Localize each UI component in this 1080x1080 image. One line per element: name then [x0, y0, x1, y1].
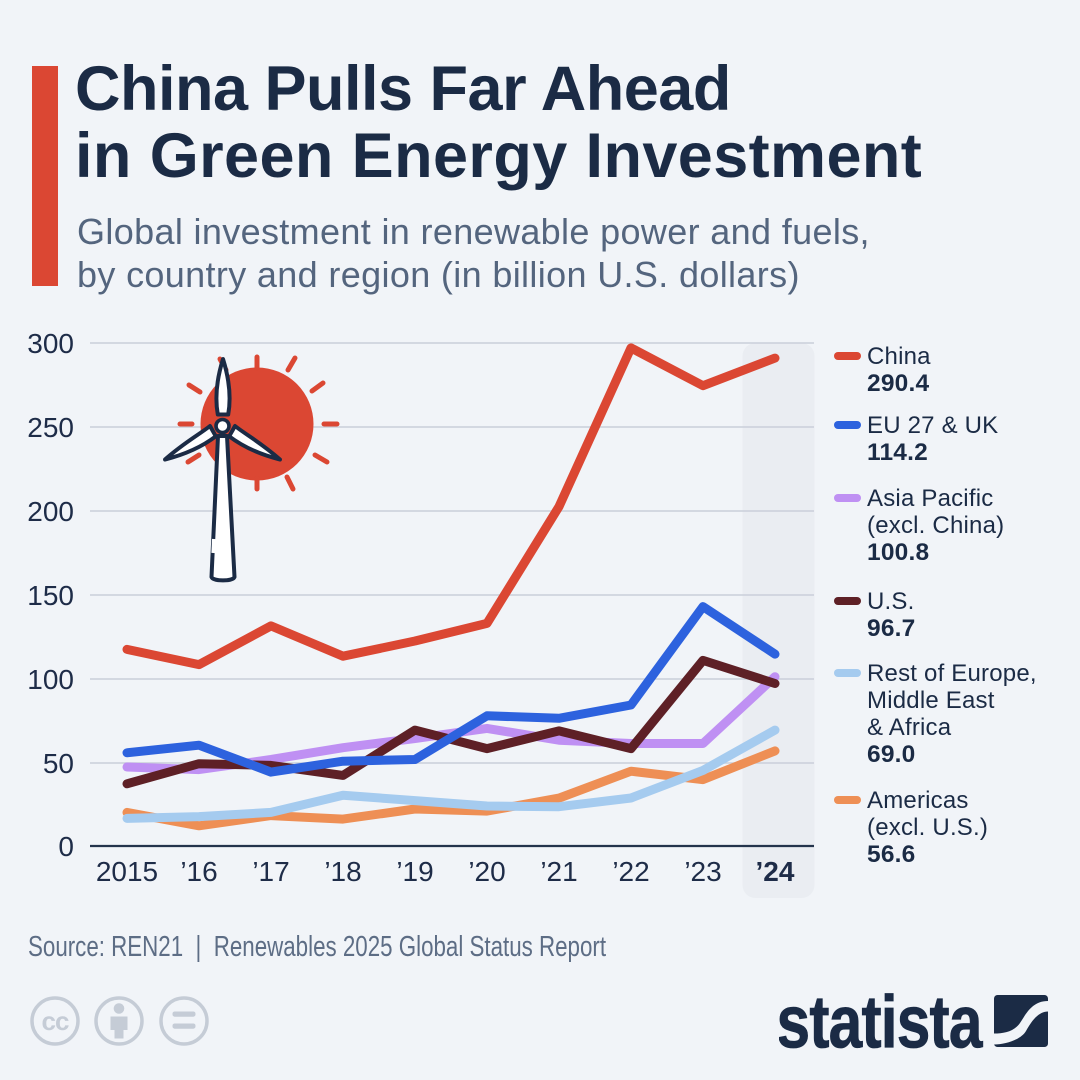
svg-text:100.8: 100.8	[867, 539, 929, 566]
svg-text:China: China	[867, 343, 931, 370]
svg-text:’19: ’19	[396, 856, 433, 887]
svg-text:Middle East: Middle East	[867, 687, 995, 714]
svg-text:Rest of Europe,: Rest of Europe,	[867, 660, 1037, 687]
svg-text:’23: ’23	[684, 856, 721, 887]
svg-text:& Africa: & Africa	[867, 714, 952, 741]
svg-text:’16: ’16	[180, 856, 217, 887]
svg-text:(excl. U.S.): (excl. U.S.)	[867, 814, 988, 841]
svg-text:EU 27 & UK: EU 27 & UK	[867, 412, 998, 439]
svg-text:Americas: Americas	[867, 787, 969, 814]
svg-text:150: 150	[27, 580, 74, 611]
svg-text:U.S.: U.S.	[867, 588, 914, 615]
svg-text:290.4: 290.4	[867, 370, 929, 397]
svg-text:114.2: 114.2	[867, 439, 928, 466]
svg-text:’18: ’18	[324, 856, 361, 887]
svg-text:200: 200	[27, 496, 74, 527]
svg-text:’22: ’22	[612, 856, 649, 887]
svg-text:2015: 2015	[96, 856, 158, 887]
svg-text:’20: ’20	[468, 856, 505, 887]
svg-text:96.7: 96.7	[867, 615, 915, 642]
svg-text:statista: statista	[779, 985, 983, 1055]
svg-text:50: 50	[43, 748, 74, 779]
svg-text:(excl. China): (excl. China)	[867, 512, 1004, 539]
svg-text:cc: cc	[42, 1006, 69, 1036]
svg-text:’21: ’21	[540, 856, 577, 887]
svg-text:Asia Pacific: Asia Pacific	[867, 485, 993, 512]
svg-text:’17: ’17	[252, 856, 289, 887]
svg-text:69.0: 69.0	[867, 741, 915, 768]
svg-text:56.6: 56.6	[867, 841, 915, 868]
svg-text:0: 0	[58, 831, 74, 862]
svg-text:250: 250	[27, 412, 74, 443]
svg-text:’24: ’24	[756, 856, 795, 887]
svg-text:300: 300	[27, 328, 74, 359]
svg-text:100: 100	[27, 664, 74, 695]
